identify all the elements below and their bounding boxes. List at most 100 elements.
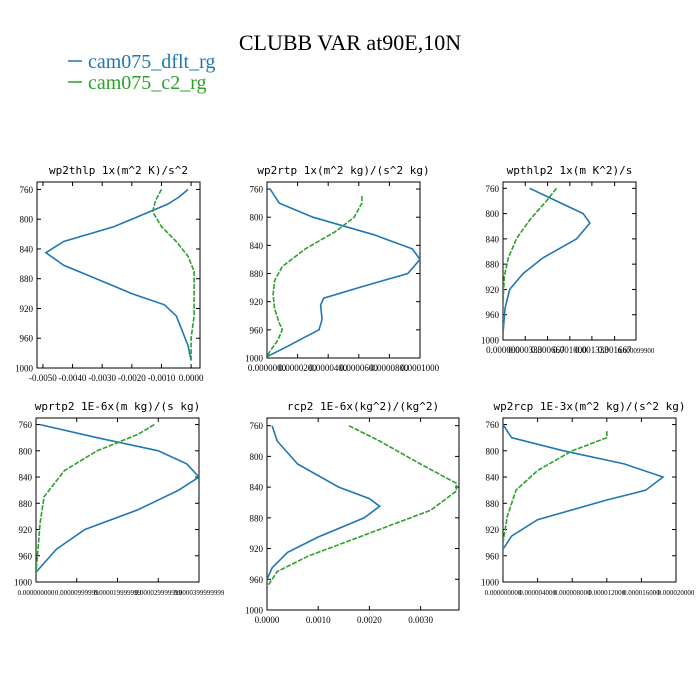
x-tick-label: 0.0010	[306, 615, 331, 625]
x-tick-label: -0.0040	[59, 373, 87, 383]
y-tick-label: 840	[19, 473, 33, 483]
series-line-cam075_c2_rg	[267, 424, 458, 588]
y-tick-label: 960	[250, 325, 264, 335]
panel-title: wp2thlp 1x(m^2 K)/s^2	[49, 164, 188, 177]
panel-title: wprtp2 1E-6x(m kg)/(s kg)	[35, 400, 201, 413]
y-tick-label: 880	[486, 260, 500, 270]
x-tick-label: 0.000099900	[618, 347, 655, 355]
y-tick-label: 920	[486, 525, 500, 535]
x-tick-label: 0.0000200	[278, 363, 317, 373]
x-tick-label: 0.000004000	[519, 589, 556, 597]
y-tick-label: 880	[486, 499, 500, 509]
y-tick-label: 800	[486, 446, 500, 456]
panel-title: wpthlp2 1x(m K^2)/s	[507, 164, 633, 177]
plot-frame	[502, 181, 637, 341]
x-tick-label: 0.00000999999	[55, 589, 99, 597]
y-tick-label: 960	[486, 551, 500, 561]
y-tick-label: 1000	[14, 578, 33, 588]
panel-5: rcp2 1E-6x(kg^2)/(kg^2) 760 800 840 880 920 96…	[245, 400, 460, 625]
x-tick-label: -0.0030	[88, 373, 116, 383]
x-tick-label: 0.0000600	[340, 363, 379, 373]
x-tick-label: 0.000667	[531, 345, 565, 355]
figure-title: CLUBB VAR at90E,10N	[239, 30, 461, 55]
x-tick-label: 0.0000	[179, 373, 204, 383]
series-line-cam075_c2_rg	[503, 431, 608, 576]
panel-6: wp2rcp 1E-3x(m^2 kg)/(s^2 kg) 760 800 840 88…	[481, 400, 695, 597]
y-tick-label: 840	[486, 473, 500, 483]
y-tick-label: 880	[250, 513, 264, 523]
x-tick-label: 0.000008000	[554, 589, 591, 597]
x-tick-label: 0.0001000	[401, 363, 440, 373]
y-tick-label: 800	[20, 215, 34, 225]
y-tick-label: 760	[19, 420, 33, 430]
y-tick-label: 840	[250, 483, 264, 493]
y-tick-label: 920	[486, 285, 500, 295]
x-tick-label: 0.000000000	[485, 589, 522, 597]
x-tick-label: 0.001333	[575, 345, 609, 355]
panel-2: wp2rtp 1x(m^2 kg)/(s^2 kg) 760 800 840 880 92…	[245, 164, 440, 373]
y-tick-label: 840	[486, 234, 500, 244]
x-tick-label: 0.0000000	[248, 363, 287, 373]
series-line-cam075_dflt_rg	[267, 188, 420, 358]
series-line-cam075_dflt_rg	[503, 424, 665, 550]
panels-group: wp2thlp 1x(m^2 K)/s^2 760 800 840 880 920 960 1…	[14, 164, 695, 625]
y-tick-label: 1000	[481, 578, 500, 588]
series-line-cam075_dflt_rg	[503, 187, 591, 334]
x-tick-label: 0.000333	[508, 345, 542, 355]
y-tick-label: 840	[20, 244, 34, 254]
x-tick-label: 0.000000000	[18, 589, 55, 597]
y-tick-label: 760	[250, 421, 264, 431]
x-tick-label: 0.0000399999999	[174, 589, 225, 597]
series-line-cam075_dflt_rg	[44, 188, 192, 361]
y-tick-label: 920	[19, 525, 33, 535]
y-tick-label: 760	[486, 420, 500, 430]
series-line-cam075_c2_rg	[267, 196, 363, 357]
y-tick-label: 800	[250, 213, 264, 223]
x-tick-label: 0.001000	[553, 345, 587, 355]
x-tick-label: 0.0030	[408, 615, 433, 625]
legend-label-2: cam075_c2_rg	[88, 72, 207, 94]
y-tick-label: 800	[19, 446, 33, 456]
y-tick-label: 920	[20, 304, 34, 314]
x-tick-label: 0.0020	[357, 615, 382, 625]
plot-frame	[266, 417, 460, 611]
plot-frame	[502, 417, 677, 583]
x-tick-label: 0.0000800	[370, 363, 409, 373]
series-line-cam075_c2_rg	[151, 189, 195, 361]
series-line-cam075_dflt_rg	[267, 425, 381, 580]
plot-frame	[266, 181, 421, 359]
y-tick-label: 1000	[245, 606, 264, 616]
legend-label-1: cam075_dflt_rg	[88, 51, 215, 73]
y-tick-label: 840	[250, 241, 264, 251]
y-tick-label: 1000	[481, 336, 500, 346]
x-tick-label: 0.000016000	[623, 589, 660, 597]
x-tick-label: -0.0020	[118, 373, 146, 383]
x-tick-label: -0.0050	[29, 373, 57, 383]
y-tick-label: 960	[20, 334, 34, 344]
x-tick-label: 0.001667	[598, 345, 632, 355]
x-tick-label: -0.0010	[148, 373, 176, 383]
y-tick-label: 920	[250, 544, 264, 554]
y-tick-label: 880	[20, 274, 34, 284]
plot-frame	[36, 181, 201, 369]
y-tick-label: 1000	[15, 364, 34, 374]
series-line-cam075_dflt_rg	[36, 423, 199, 573]
y-tick-label: 760	[486, 184, 500, 194]
y-tick-label: 960	[19, 551, 33, 561]
y-tick-label: 880	[19, 499, 33, 509]
x-tick-label: 0.000029999999	[135, 589, 183, 597]
panel-4: wprtp2 1E-6x(m kg)/(s kg)760 800 840 880 920…	[14, 400, 225, 597]
x-tick-label: 0.0000	[255, 615, 280, 625]
panel-title: wp2rcp 1E-3x(m^2 kg)/(s^2 kg)	[493, 400, 685, 413]
series-line-cam075_c2_rg	[503, 187, 558, 334]
x-tick-label: 0.000012000	[588, 589, 625, 597]
x-tick-label: 0.000000	[486, 345, 520, 355]
series-line-cam075_c2_rg	[36, 423, 155, 573]
panel-title: wp2rtp 1x(m^2 kg)/(s^2 kg)	[257, 164, 429, 177]
y-tick-label: 800	[250, 452, 264, 462]
y-tick-label: 880	[250, 269, 264, 279]
panel-1: wp2thlp 1x(m^2 K)/s^2 760 800 840 880 920 960 1…	[15, 164, 204, 383]
x-tick-label: 0.000019999999	[94, 589, 142, 597]
y-tick-label: 1000	[245, 354, 264, 364]
